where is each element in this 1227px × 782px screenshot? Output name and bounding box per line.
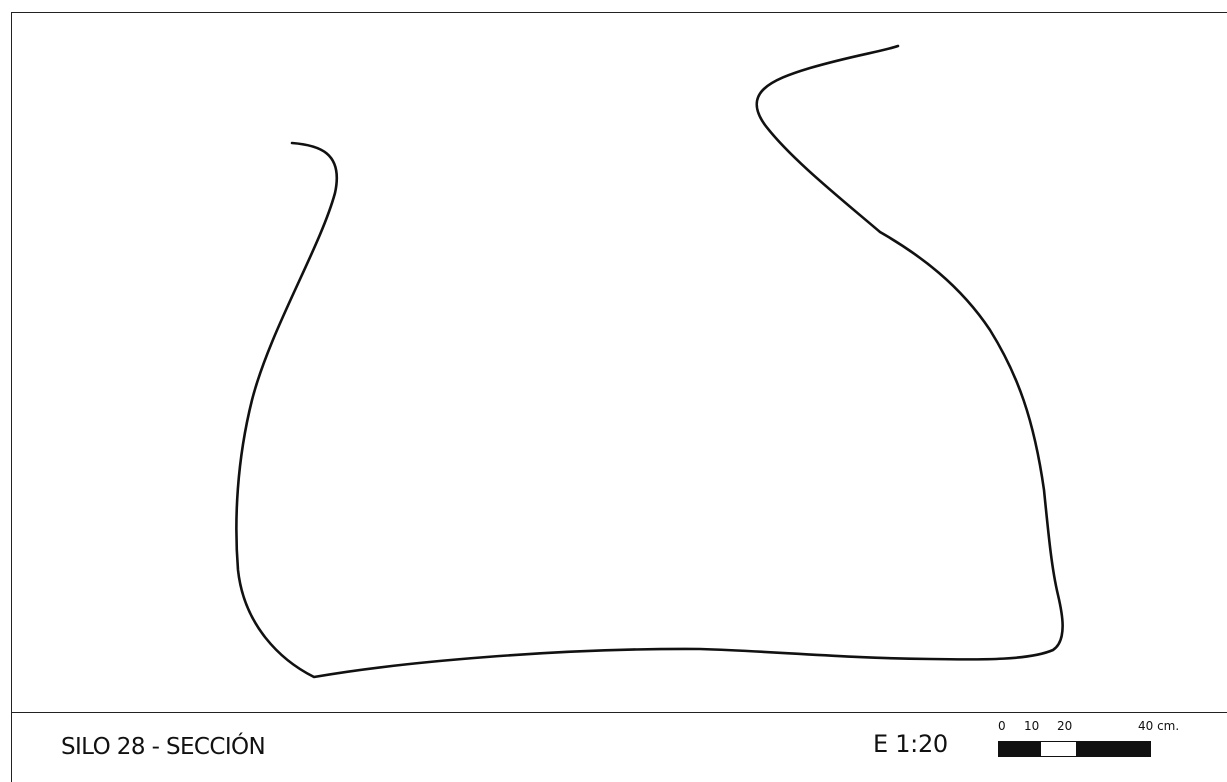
drawing-frame: [11, 12, 1227, 782]
scale-tick-20: 20: [1057, 719, 1073, 733]
scale-segment: [1041, 742, 1076, 756]
scale-segment: [1076, 742, 1150, 756]
title-block-divider: [11, 712, 1227, 713]
scale-segment: [999, 742, 1025, 756]
scale-segment: [1025, 742, 1041, 756]
scale-ratio: E 1:20: [873, 730, 948, 758]
scale-tick-10: 10: [1024, 719, 1040, 733]
silo-profile-line: [235, 44, 1064, 679]
drawing-title: SILO 28 - SECCIÓN: [61, 734, 266, 760]
scale-tick-0: 0: [998, 719, 1006, 733]
scale-bar: [998, 741, 1151, 757]
scale-tick-40: 40 cm.: [1138, 719, 1180, 733]
